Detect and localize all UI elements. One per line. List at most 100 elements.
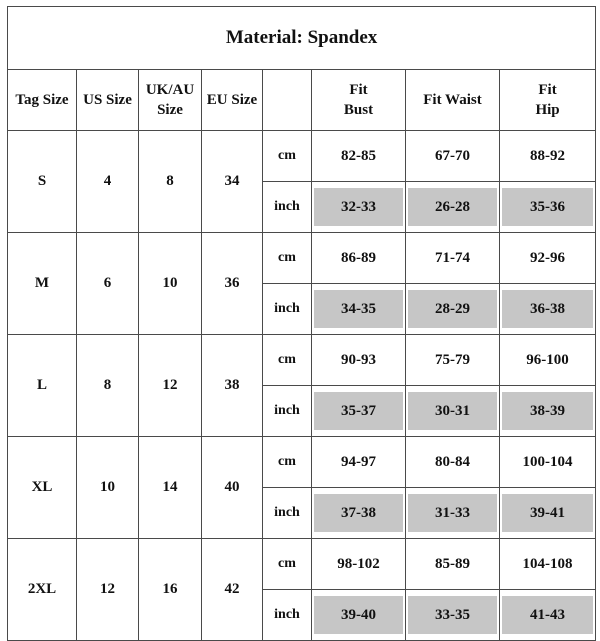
fit-bust-cell: 82-85	[311, 130, 406, 182]
fit-waist-cell-value: 33-35	[408, 596, 497, 634]
eu-size-cell: 38	[201, 334, 263, 437]
fit-hip-cell: 41-43	[498, 589, 597, 641]
unit-cell: cm	[262, 436, 312, 488]
us-size-cell: 12	[76, 538, 139, 641]
size-chart: Material: Spandex Tag Size US Size UK/AU…	[6, 6, 597, 641]
fit-bust-cell: 32-33	[311, 181, 406, 233]
ukau-size-cell: 16	[138, 538, 202, 641]
fit-hip-cell-value: 92-96	[530, 250, 566, 266]
fit-waist-cell-value: 30-31	[408, 392, 497, 430]
table-row: inch 32-33 26-28 35-36	[8, 181, 597, 233]
size-chart-table: Material: Spandex Tag Size US Size UK/AU…	[6, 6, 597, 641]
unit-cell: cm	[262, 334, 312, 386]
fit-hip-cell-value: 88-92	[530, 148, 566, 164]
table-row: inch 34-35 28-29 36-38	[8, 283, 597, 335]
fit-waist-cell-value: 28-29	[408, 290, 497, 328]
fit-bust-cell-value: 37-38	[314, 494, 403, 532]
eu-size-cell: 42	[201, 538, 263, 641]
header-fit-bust: Fit Bust	[311, 69, 406, 131]
fit-waist-cell: 85-89	[405, 538, 500, 590]
fit-bust-cell-value: 82-85	[341, 148, 376, 164]
ukau-size-cell: 10	[138, 232, 202, 335]
fit-hip-cell: 36-38	[498, 283, 597, 335]
fit-bust-cell: 86-89	[311, 232, 406, 284]
fit-waist-cell: 31-33	[405, 487, 500, 539]
fit-waist-cell: 26-28	[405, 181, 500, 233]
table-row: S 4 8 34 cm 82-85 67-70 88-92	[7, 130, 597, 233]
fit-bust-cell: 35-37	[311, 385, 406, 437]
fit-bust-cell: 90-93	[311, 334, 406, 386]
us-size-cell: 6	[76, 232, 139, 335]
fit-waist-cell-value: 67-70	[435, 148, 470, 164]
unit-cell: inch	[262, 385, 312, 437]
header-ukau-size: UK/AU Size	[138, 69, 202, 131]
fit-waist-cell: 33-35	[405, 589, 500, 641]
fit-waist-cell-value: 75-79	[435, 352, 470, 368]
fit-hip-cell: 38-39	[498, 385, 597, 437]
fit-hip-cell-value: 100-104	[522, 454, 573, 470]
unit-cell: inch	[262, 283, 312, 335]
fit-hip-cell-value: 35-36	[502, 188, 594, 226]
unit-cell: cm	[262, 130, 312, 182]
fit-bust-cell: 37-38	[311, 487, 406, 539]
fit-waist-cell-value: 71-74	[435, 250, 470, 266]
tag-size-cell: S	[7, 130, 77, 233]
tag-size-cell: M	[7, 232, 77, 335]
fit-hip-cell: 35-36	[498, 181, 597, 233]
unit-cell: cm	[262, 232, 312, 284]
ukau-size-cell: 8	[138, 130, 202, 233]
table-row: inch 37-38 31-33 39-41	[8, 487, 597, 539]
unit-cell: inch	[262, 181, 312, 233]
fit-waist-cell-value: 26-28	[408, 188, 497, 226]
table-row: 2XL 12 16 42 cm 98-102 85-89 104-108	[7, 538, 597, 641]
fit-bust-cell: 94-97	[311, 436, 406, 488]
fit-hip-cell-value: 104-108	[522, 556, 573, 572]
header-fit-waist: Fit Waist	[405, 69, 500, 131]
unit-cell: cm	[262, 538, 312, 590]
header-row: Tag Size US Size UK/AU Size EU Size Fit …	[7, 69, 597, 131]
us-size-cell: 8	[76, 334, 139, 437]
fit-waist-cell: 75-79	[405, 334, 500, 386]
fit-waist-cell: 30-31	[405, 385, 500, 437]
fit-hip-cell-value: 41-43	[502, 596, 594, 634]
fit-waist-cell: 71-74	[405, 232, 500, 284]
fit-bust-cell-value: 86-89	[341, 250, 376, 266]
fit-waist-cell-value: 31-33	[408, 494, 497, 532]
fit-waist-cell: 80-84	[405, 436, 500, 488]
tag-size-cell: XL	[7, 436, 77, 539]
fit-bust-cell-value: 35-37	[314, 392, 403, 430]
fit-bust-cell: 39-40	[311, 589, 406, 641]
header-tag-size: Tag Size	[7, 69, 77, 131]
fit-waist-cell-value: 85-89	[435, 556, 470, 572]
fit-hip-cell-value: 96-100	[526, 352, 569, 368]
table-row: XL 10 14 40 cm 94-97 80-84 100-104	[7, 436, 597, 539]
fit-hip-cell: 88-92	[498, 130, 597, 182]
header-eu-size: EU Size	[201, 69, 263, 131]
ukau-size-cell: 12	[138, 334, 202, 437]
unit-cell: inch	[262, 589, 312, 641]
fit-hip-cell: 104-108	[498, 538, 597, 590]
fit-bust-cell-value: 34-35	[314, 290, 403, 328]
fit-hip-cell-value: 36-38	[502, 290, 594, 328]
fit-waist-cell: 28-29	[405, 283, 500, 335]
fit-bust-cell-value: 98-102	[337, 556, 380, 572]
header-fit-hip: Fit Hip	[498, 69, 597, 131]
us-size-cell: 10	[76, 436, 139, 539]
header-us-size: US Size	[76, 69, 139, 131]
fit-hip-cell: 39-41	[498, 487, 597, 539]
table-row: inch 35-37 30-31 38-39	[8, 385, 597, 437]
fit-hip-cell-value: 38-39	[502, 392, 594, 430]
header-unit	[262, 69, 312, 131]
fit-hip-cell: 96-100	[498, 334, 597, 386]
fit-waist-cell-value: 80-84	[435, 454, 470, 470]
fit-bust-cell-value: 39-40	[314, 596, 403, 634]
fit-hip-cell-value: 39-41	[502, 494, 594, 532]
eu-size-cell: 34	[201, 130, 263, 233]
tag-size-cell: 2XL	[7, 538, 77, 641]
fit-bust-cell-value: 90-93	[341, 352, 376, 368]
eu-size-cell: 36	[201, 232, 263, 335]
fit-waist-cell: 67-70	[405, 130, 500, 182]
fit-bust-cell-value: 94-97	[341, 454, 376, 470]
unit-cell: inch	[262, 487, 312, 539]
fit-hip-cell: 92-96	[498, 232, 597, 284]
